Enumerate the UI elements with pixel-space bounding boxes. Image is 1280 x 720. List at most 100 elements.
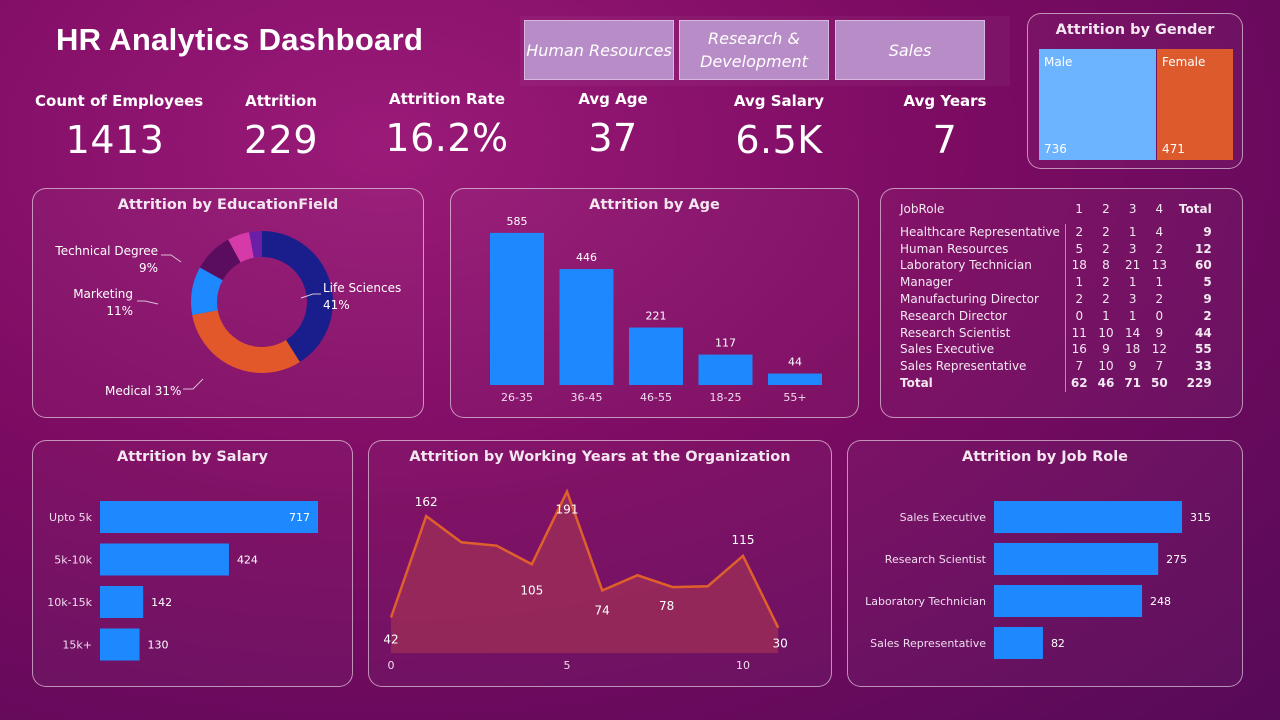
female-label: Female	[1162, 55, 1206, 69]
years-area-chart: 42 162 105 191 74 78 115 30 0 5 10	[383, 488, 788, 672]
kpi-label: Avg Age	[578, 90, 648, 108]
pct-technical-degree: 9%	[139, 261, 158, 275]
matrix-cell: 9	[1102, 342, 1110, 357]
matrix-col-header: 2	[1102, 202, 1110, 216]
matrix-cell: Research Director	[900, 308, 1008, 323]
jobrole-bar[interactable]	[994, 627, 1043, 659]
gender-treemap: Male 736 Female 471	[1039, 49, 1233, 160]
years-area-line[interactable]	[389, 488, 780, 629]
age-bar[interactable]	[559, 269, 614, 385]
salary-bar-value: 717	[289, 511, 310, 524]
salary-bar[interactable]	[100, 543, 229, 576]
matrix-row: Human Resources 5 2 3 2 12	[895, 240, 1217, 258]
matrix-cell: 21	[1125, 258, 1141, 273]
filter-sales[interactable]: Sales	[835, 20, 985, 80]
age-bar[interactable]	[698, 354, 753, 385]
salary-bar-value: 142	[151, 596, 172, 609]
years-area-fill	[391, 491, 779, 653]
jobrole-bar[interactable]	[994, 543, 1159, 575]
matrix-cell: 3	[1128, 291, 1137, 306]
matrix-cell: 1	[1102, 308, 1110, 323]
years-point-label: 191	[556, 503, 579, 517]
jobrole-category-label: Research Scientist	[885, 553, 987, 566]
dashboard-title: HR Analytics Dashboard	[56, 22, 424, 57]
matrix-cell: 229	[1186, 375, 1212, 390]
matrix-cell: Sales Representative	[900, 359, 1027, 374]
years-x-tick: 5	[564, 659, 571, 672]
matrix-cell: 1	[1155, 275, 1164, 290]
age-tick-label: 46-55	[640, 391, 672, 404]
filter-human-resources[interactable]: Human Resources	[524, 20, 674, 80]
years-x-tick: 0	[388, 659, 395, 672]
years-point-label: 162	[415, 495, 438, 509]
donut-slice-medical[interactable]	[191, 231, 333, 373]
age-tick-label: 26-35	[501, 391, 533, 404]
matrix-cell: 8	[1102, 258, 1110, 273]
matrix-cell: Manufacturing Director	[900, 291, 1039, 306]
matrix-cell: 4	[1155, 224, 1164, 239]
gender-panel: Attrition by Gender Male 736 Female 471	[1027, 13, 1243, 169]
kpi-avg-years: Avg Years 7	[885, 92, 1005, 162]
salary-title: Attrition by Salary	[117, 449, 268, 465]
filter-research-development[interactable]: Research & Development	[679, 20, 829, 80]
male-label: Male	[1044, 55, 1073, 69]
years-point-label: 115	[732, 533, 755, 547]
age-panel: Attrition by Age 585 26-35 446 36-45 221 46-5…	[450, 188, 859, 418]
kpi-avg-salary: Avg Salary 6.5K	[719, 92, 839, 162]
matrix-header: JobRole 1 2 3 4 Total	[895, 201, 1217, 224]
jobrole-bar[interactable]	[994, 501, 1183, 533]
kpi-label: Avg Salary	[733, 92, 825, 110]
matrix-cell: 10	[1098, 359, 1114, 374]
age-bar[interactable]	[629, 327, 683, 385]
matrix-cell: 1	[1064, 274, 1093, 291]
leader-technical	[161, 254, 182, 263]
donut-slice-human-resources[interactable]	[191, 231, 333, 373]
age-bar-value: 585	[507, 215, 528, 228]
age-bar[interactable]	[490, 232, 544, 385]
age-bar-value: 44	[788, 356, 802, 369]
jobrole-category-label: Sales Representative	[870, 637, 986, 650]
salary-bar[interactable]	[100, 628, 140, 661]
salary-category-label: 10k-15k	[47, 596, 92, 609]
kpi-attrition: Attrition 229	[221, 92, 341, 162]
matrix-cell: 9	[1203, 224, 1212, 239]
salary-bar-value: 130	[148, 639, 169, 652]
matrix-cell: 12	[1151, 342, 1167, 357]
matrix-cell: 2	[1102, 241, 1110, 256]
education-donut-chart: Life Sciences 41% Medical 31% Marketing …	[54, 231, 401, 398]
matrix-cell: 18	[1064, 257, 1093, 275]
treemap-male[interactable]: Male 736	[1039, 49, 1156, 160]
jobrole-bar[interactable]	[994, 585, 1143, 617]
jobrole-bar-value: 248	[1150, 595, 1171, 608]
jobrole-category-label: Laboratory Technician	[865, 595, 986, 608]
matrix-cell: 2	[1064, 223, 1093, 241]
matrix-cell: 16	[1064, 341, 1093, 359]
treemap-female[interactable]: Female 471	[1157, 49, 1233, 160]
age-bar[interactable]	[768, 373, 822, 385]
matrix-cell: 12	[1195, 241, 1212, 256]
matrix-col-header[interactable]: JobRole	[900, 202, 945, 216]
leader-marketing	[137, 300, 159, 305]
salary-bar-value: 424	[237, 554, 258, 567]
matrix-col-header: 3	[1128, 202, 1137, 216]
matrix-col-header: 1	[1075, 202, 1083, 216]
salary-panel: Attrition by Salary Upto 5k 717 5k-10k 424 1…	[32, 440, 353, 687]
kpi-label: Attrition Rate	[388, 90, 506, 108]
male-value: 736	[1044, 142, 1067, 156]
jobrole-title: Attrition by Job Role	[961, 449, 1129, 465]
kpi-label: Attrition	[245, 92, 317, 110]
matrix-cell: 62	[1064, 374, 1093, 392]
matrix-cell: Manager	[900, 275, 953, 290]
matrix-cell: 60	[1195, 258, 1212, 273]
salary-bar[interactable]	[100, 586, 144, 618]
age-bar-value: 221	[646, 310, 667, 323]
matrix-col-header: Total	[1178, 202, 1212, 216]
salary-bar[interactable]	[100, 501, 319, 533]
matrix-cell: 1	[1128, 275, 1137, 290]
donut-slice-marketing[interactable]	[191, 231, 333, 373]
matrix-row: Research Director 0 1 1 0 2	[895, 307, 1217, 325]
matrix-cell: 2	[1155, 291, 1164, 306]
age-bar-chart: 585 26-35 446 36-45 221 46-55 117 18-25 44 55+	[490, 215, 822, 404]
department-slicer: Human Resources Research & Development S…	[520, 16, 1010, 86]
matrix-row: Laboratory Technician 18 8 21 13 60	[895, 257, 1217, 275]
